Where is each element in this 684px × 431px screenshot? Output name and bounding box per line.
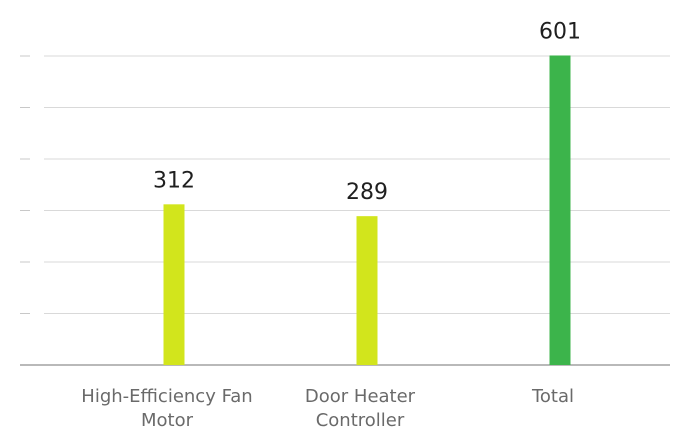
- x-tick-label-line: High-Efficiency Fan: [81, 386, 252, 407]
- bar: [549, 55, 571, 366]
- data-label: 312: [153, 168, 195, 193]
- category-labels: High-Efficiency Fan Motor Door Heater Contr…: [81, 386, 574, 431]
- gridlines: [20, 55, 670, 366]
- x-tick-label-line: Total: [531, 386, 574, 407]
- value-labels: 312 289 601: [153, 19, 581, 205]
- bar: [356, 216, 378, 365]
- x-tick-label: Door Heater Controller: [305, 386, 416, 431]
- x-tick-label-line: Door Heater: [305, 386, 416, 407]
- data-label: 289: [346, 180, 388, 205]
- bars: [163, 55, 571, 366]
- x-tick-label-line: Controller: [316, 410, 405, 431]
- x-tick-label-line: Motor: [141, 410, 194, 431]
- data-label: 601: [539, 19, 581, 44]
- x-tick-label: High-Efficiency Fan Motor: [81, 386, 252, 431]
- x-tick-label: Total: [531, 386, 574, 407]
- bar: [163, 204, 185, 365]
